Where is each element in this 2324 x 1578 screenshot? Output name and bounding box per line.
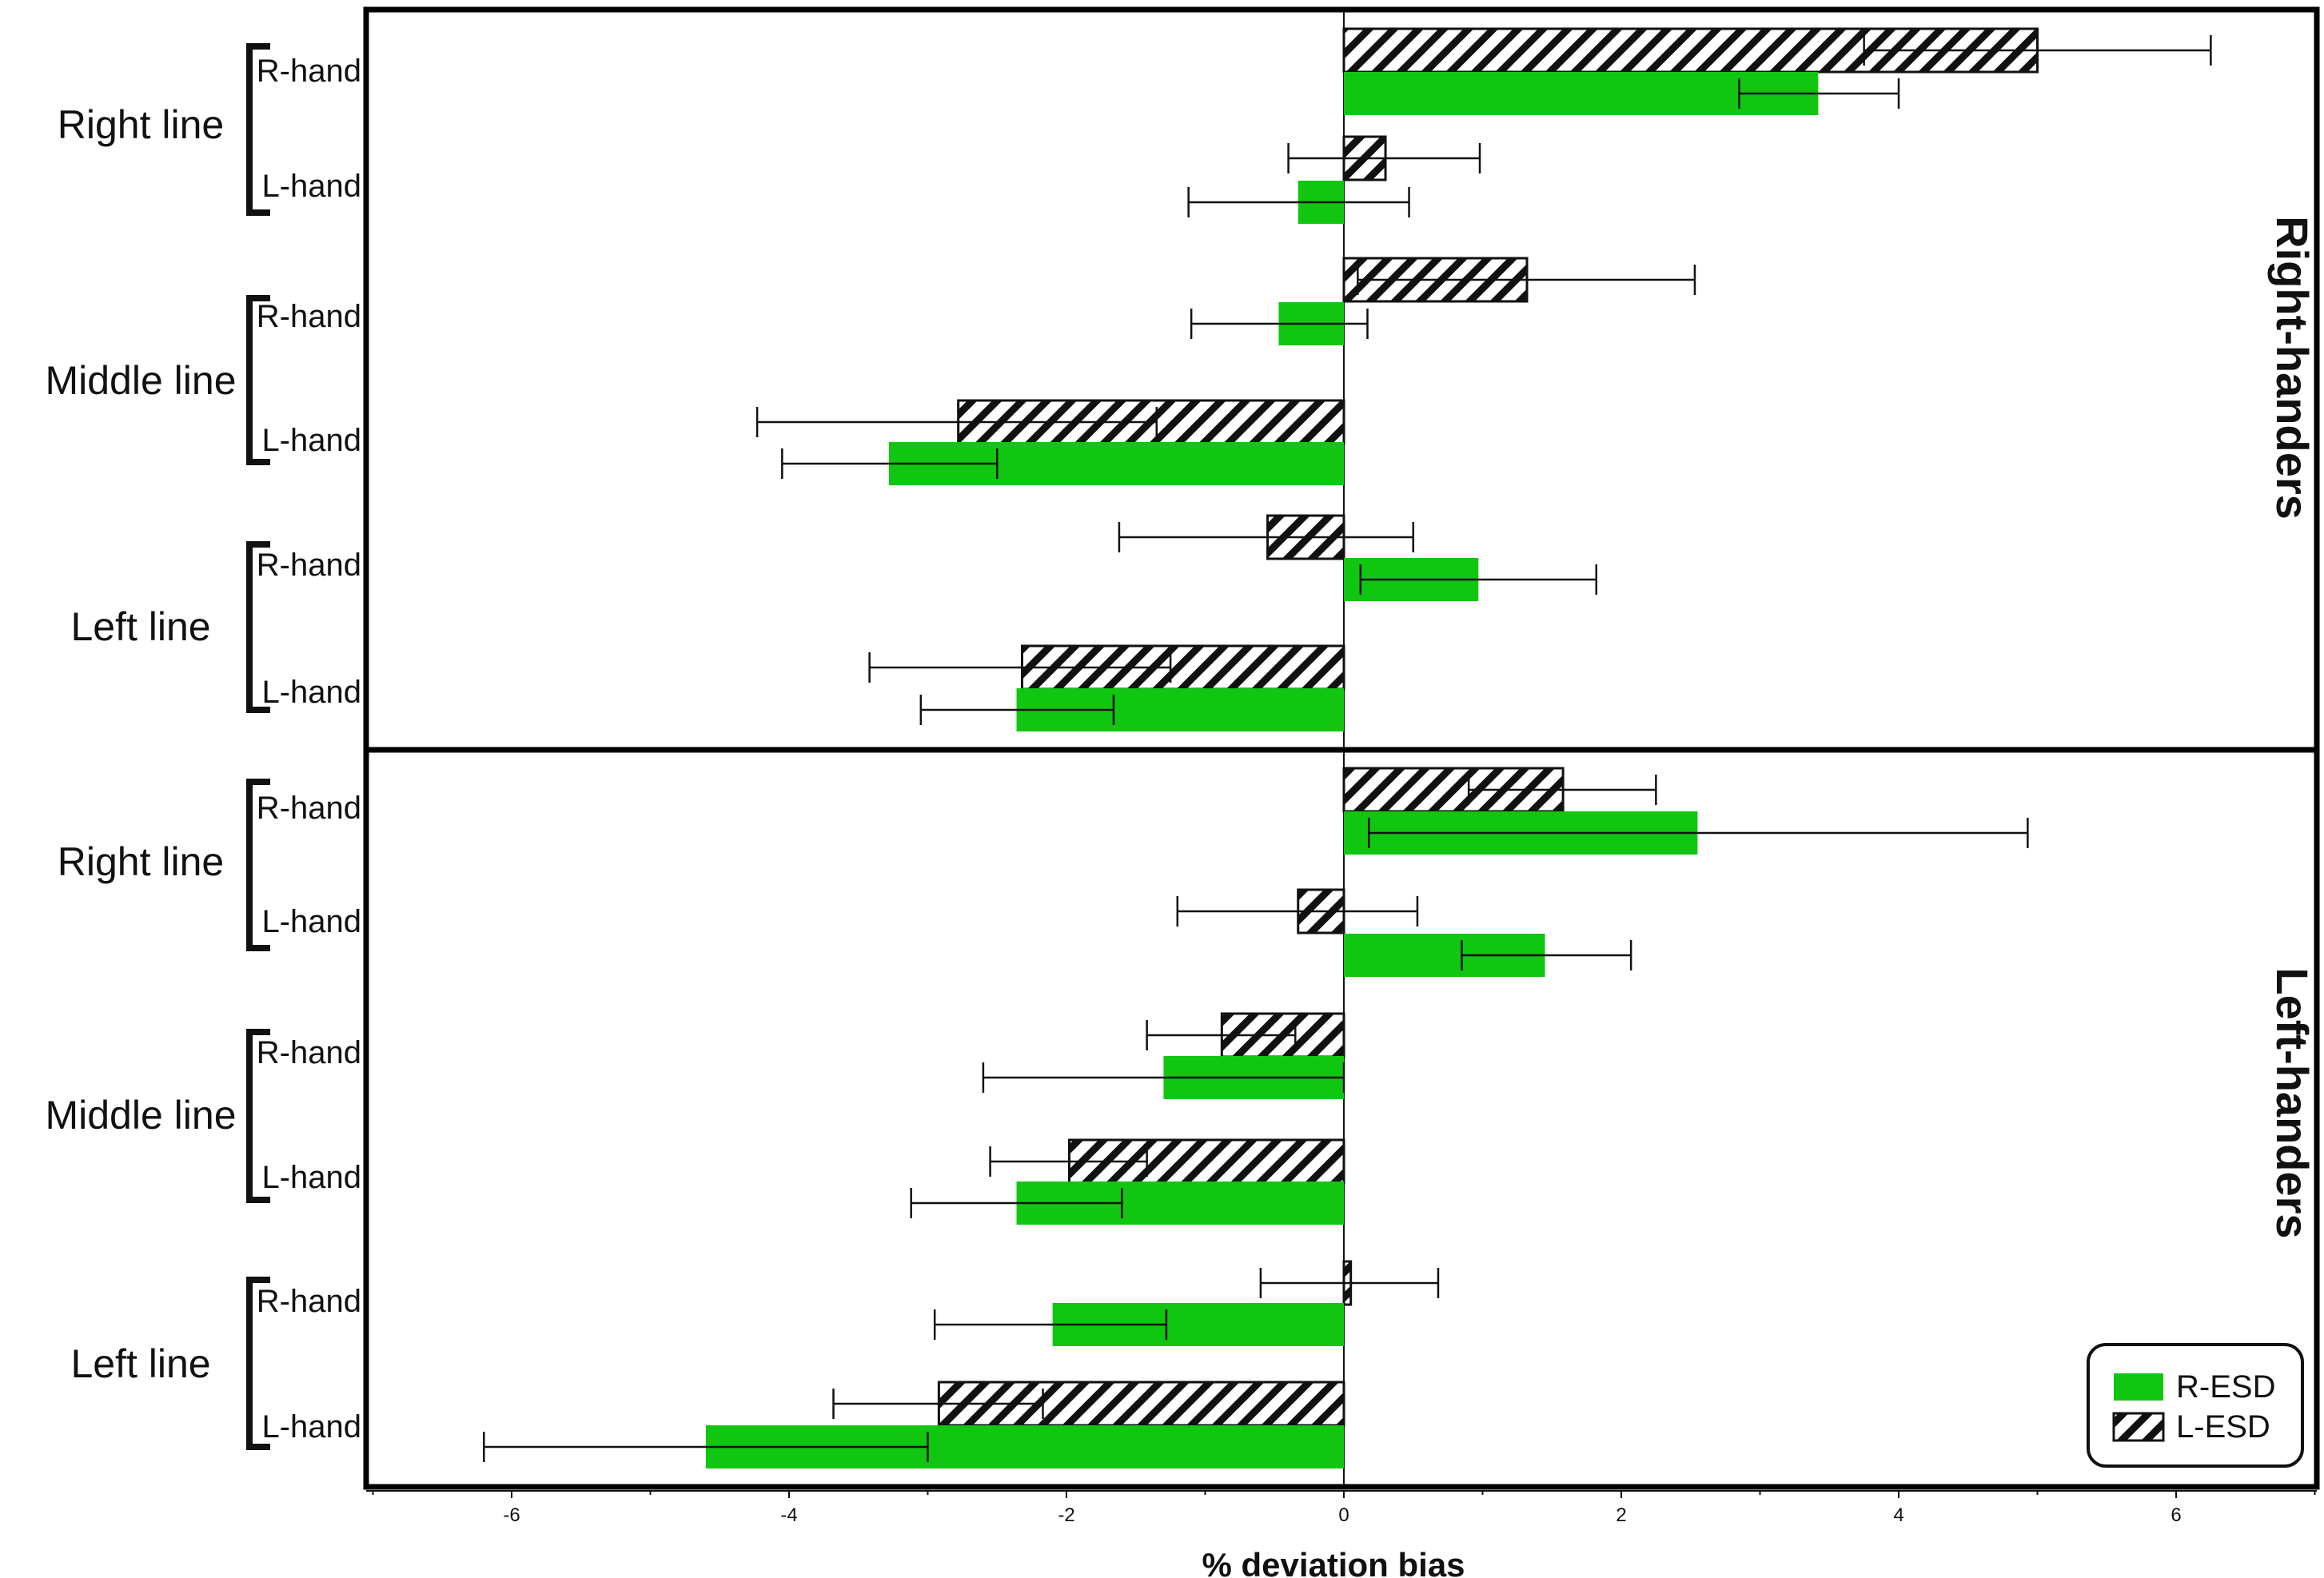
- left-handers-left-line-lhand-r-esd-error-bar: [483, 1432, 929, 1462]
- right-handers-middle-line-label: Middle line: [45, 358, 236, 403]
- right-handers-left-line-lhand-l-esd-error-bar: [868, 652, 1172, 683]
- x-tick-label: 0: [1338, 1504, 1349, 1526]
- right-handers-left-line-lhand-r-esd-error-bar: [919, 695, 1115, 725]
- left-handers-left-line-rhand-l-esd-error-bar: [1259, 1268, 1440, 1298]
- left-handers-left-line-lhand-l-esd-error-bar: [832, 1389, 1044, 1419]
- right-handers-right-line-bracket: [246, 43, 270, 216]
- right-handers-panel-frame: [363, 6, 2320, 753]
- left-handers-left-line-lhand-hand-label: L-hand: [261, 1409, 361, 1445]
- left-handers-panel-label: Left-handers: [2267, 967, 2318, 1238]
- left-handers-panel-frame: [363, 747, 2320, 1490]
- left-handers-left-line-rhand-r-esd-error-bar: [933, 1309, 1168, 1340]
- frame-layer: [363, 6, 2320, 1490]
- x-tick-label: 6: [2171, 1504, 2181, 1526]
- right-handers-right-line-lhand-hand-label: L-hand: [261, 169, 361, 204]
- left-handers-middle-line-rhand-l-esd-error-bar: [1146, 1020, 1297, 1050]
- left-handers-left-line-bracket: [246, 1277, 270, 1450]
- right-handers-left-line-rhand-hand-label: R-hand: [257, 548, 361, 583]
- right-handers-right-line-rhand-l-esd-error-bar: [1863, 35, 2212, 66]
- legend-l-esd-swatch: [2112, 1412, 2165, 1442]
- labels-layer: R-hand L-hand Right line R-hand L-hand Middle…: [45, 43, 2318, 1450]
- legend-r-esd-swatch: [2114, 1373, 2163, 1401]
- x-tick-label: -2: [1058, 1504, 1074, 1526]
- right-handers-middle-line-bracket: [246, 295, 270, 465]
- legend-r-esd-label: R-ESD: [2176, 1369, 2275, 1405]
- right-handers-right-line-label: Right line: [58, 102, 224, 147]
- right-handers-panel-label: Right-handers: [2267, 216, 2318, 520]
- left-handers-middle-line-label: Middle line: [45, 1093, 236, 1138]
- x-axis: -6 -4 -2 0 2 4 6 % deviation bias: [366, 1490, 2317, 1578]
- right-handers-right-line-lhand-r-esd-error-bar: [1187, 187, 1410, 217]
- x-tick-label: 4: [1893, 1504, 1903, 1526]
- left-handers-left-line-rhand-hand-label: R-hand: [257, 1284, 361, 1319]
- legend: R-ESD L-ESD: [2087, 1343, 2304, 1468]
- right-handers-right-line-lhand-l-esd-error-bar: [1287, 143, 1481, 173]
- right-handers-middle-line-lhand-l-esd-error-bar: [755, 407, 1158, 437]
- legend-box: [2087, 1343, 2304, 1468]
- right-handers-middle-line-lhand-hand-label: L-hand: [261, 423, 361, 458]
- legend-l-esd-label: L-ESD: [2176, 1409, 2270, 1445]
- left-handers-right-line-bracket: [246, 779, 270, 951]
- x-tick-label: -4: [780, 1504, 797, 1526]
- left-handers-middle-line-lhand-l-esd-error-bar: [989, 1146, 1148, 1177]
- left-handers-middle-line-rhand-hand-label: R-hand: [257, 1035, 361, 1070]
- left-handers-right-line-lhand-l-esd-error-bar: [1176, 896, 1419, 926]
- left-handers-right-line-rhand-r-esd-error-bar: [1367, 818, 2029, 848]
- right-handers-right-line-rhand-r-esd-error-bar: [1738, 78, 1900, 109]
- right-handers-middle-line-rhand-hand-label: R-hand: [257, 299, 361, 334]
- x-tick-label: 2: [1616, 1504, 1626, 1526]
- left-handers-right-line-rhand-l-esd-error-bar: [1467, 775, 1657, 805]
- right-handers-left-line-lhand-hand-label: L-hand: [261, 675, 361, 710]
- right-handers-middle-line-lhand-r-esd-error-bar: [781, 448, 999, 479]
- x-axis-title: % deviation bias: [1202, 1546, 1465, 1578]
- right-handers-left-line-label: Left line: [70, 604, 210, 649]
- right-handers-left-line-rhand-r-esd-error-bar: [1359, 564, 1598, 595]
- left-handers-middle-line-lhand-r-esd-error-bar: [910, 1188, 1123, 1218]
- left-handers-middle-line-bracket: [246, 1029, 270, 1203]
- x-tick-label: -6: [503, 1504, 520, 1526]
- left-handers-left-line-label: Left line: [70, 1341, 210, 1386]
- right-handers-middle-line-rhand-l-esd-error-bar: [1357, 265, 1696, 295]
- right-handers-middle-line-rhand-r-esd-error-bar: [1190, 309, 1369, 339]
- error-bars-layer: [483, 35, 2212, 1462]
- right-handers-right-line-rhand-hand-label: R-hand: [257, 54, 361, 89]
- left-handers-right-line-lhand-r-esd-error-bar: [1461, 940, 1632, 970]
- right-handers-left-line-bracket: [246, 541, 270, 713]
- right-handers-left-line-rhand-l-esd-error-bar: [1118, 522, 1414, 552]
- left-handers-right-line-rhand-hand-label: R-hand: [257, 791, 361, 826]
- left-handers-middle-line-lhand-hand-label: L-hand: [261, 1160, 361, 1195]
- left-handers-right-line-lhand-hand-label: L-hand: [261, 904, 361, 939]
- left-handers-right-line-label: Right line: [58, 839, 224, 884]
- left-handers-middle-line-rhand-r-esd-error-bar: [982, 1062, 1345, 1093]
